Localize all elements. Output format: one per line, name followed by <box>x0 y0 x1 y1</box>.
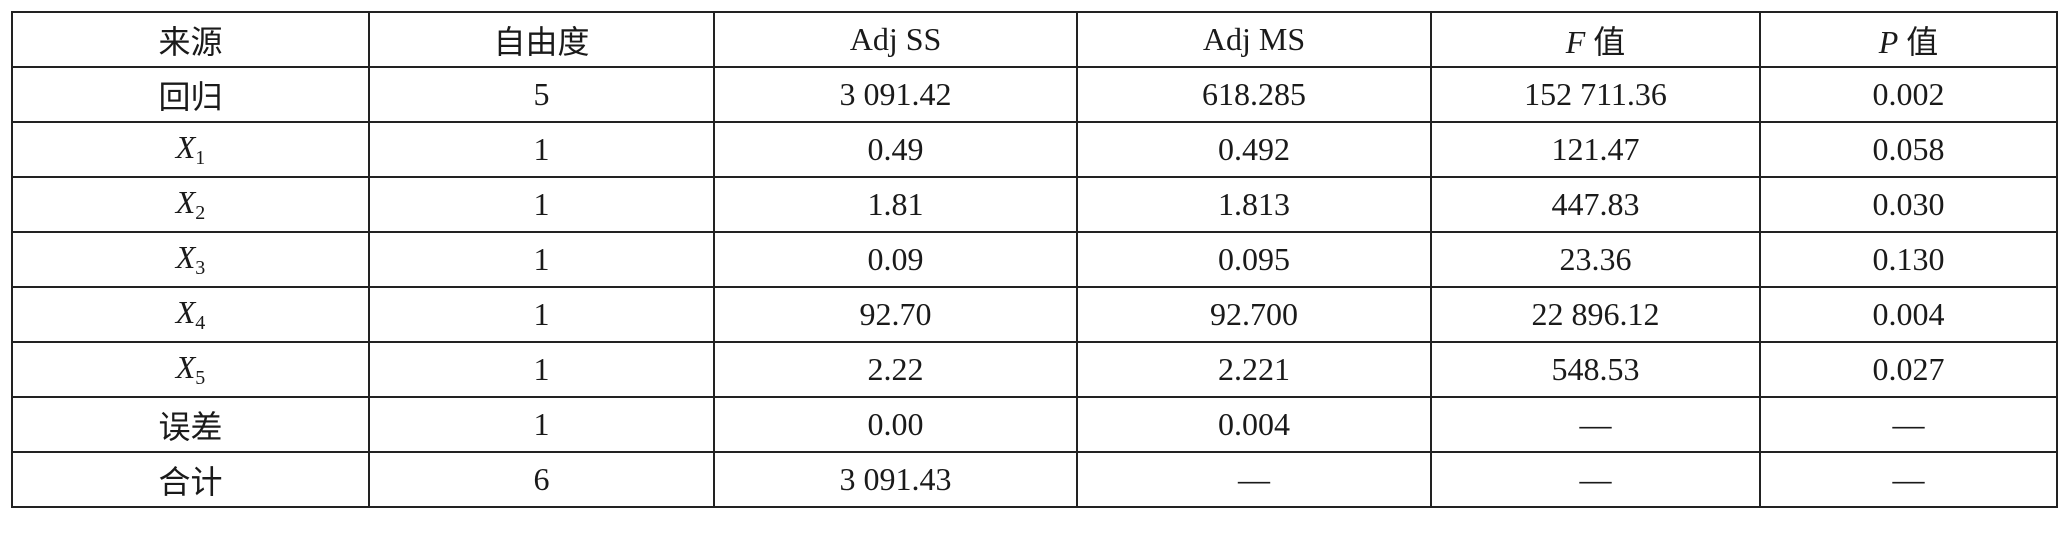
data-cell: 0.002 <box>1759 66 2058 123</box>
data-cell: — <box>1759 451 2058 508</box>
row-label: X1 <box>11 121 370 178</box>
data-cell: 0.09 <box>713 231 1078 288</box>
data-row: 回归 5 3 091.42 618.285 152 711.36 0.002 <box>11 66 2058 123</box>
variable-subscript: 1 <box>195 147 206 169</box>
data-cell: 1 <box>368 176 715 233</box>
data-cell: 1 <box>368 286 715 343</box>
header-cell: Adj SS <box>713 11 1078 68</box>
row-label: X4 <box>11 286 370 343</box>
header-cell: 自由度 <box>368 11 715 68</box>
data-row: X4 1 92.70 92.700 22 896.12 0.004 <box>11 286 2058 343</box>
data-cell: 1.813 <box>1076 176 1432 233</box>
header-cell: P 值 <box>1759 11 2058 68</box>
header-cell: F 值 <box>1430 11 1761 68</box>
data-cell: 447.83 <box>1430 176 1761 233</box>
data-cell: 0.00 <box>713 396 1078 453</box>
data-cell: 0.49 <box>713 121 1078 178</box>
header-text: 值 <box>1906 23 1939 60</box>
row-label: X2 <box>11 176 370 233</box>
data-cell: 618.285 <box>1076 66 1432 123</box>
data-cell: 1 <box>368 396 715 453</box>
row-label: 回归 <box>11 66 370 123</box>
data-cell: 92.700 <box>1076 286 1432 343</box>
data-cell: — <box>1430 396 1761 453</box>
data-cell: 22 896.12 <box>1430 286 1761 343</box>
data-row: 误差 1 0.00 0.004— — <box>11 396 2058 453</box>
italic-symbol: F <box>1565 23 1586 60</box>
data-cell: — <box>1430 451 1761 508</box>
variable: X <box>175 184 196 220</box>
data-cell: 0.095 <box>1076 231 1432 288</box>
data-cell: 1 <box>368 231 715 288</box>
data-cell: 0.004 <box>1759 286 2058 343</box>
data-cell: 3 091.43 <box>713 451 1078 508</box>
variable: X <box>175 129 196 165</box>
row-label: X3 <box>11 231 370 288</box>
variable: X <box>175 294 196 330</box>
data-row: X2 1 1.81 1.813 447.83 0.030 <box>11 176 2058 233</box>
header-text: 值 <box>1593 23 1626 60</box>
data-cell: 2.221 <box>1076 341 1432 398</box>
data-row: X5 1 2.22 2.221 548.53 0.027 <box>11 341 2058 398</box>
row-label: 合计 <box>11 451 370 508</box>
data-cell: 92.70 <box>713 286 1078 343</box>
variable-subscript: 2 <box>195 202 206 224</box>
data-cell: 152 711.36 <box>1430 66 1761 123</box>
data-cell: 23.36 <box>1430 231 1761 288</box>
variable-subscript: 4 <box>195 312 206 334</box>
data-cell: — <box>1759 396 2058 453</box>
data-cell: 0.027 <box>1759 341 2058 398</box>
data-cell: 548.53 <box>1430 341 1761 398</box>
data-cell: 1 <box>368 121 715 178</box>
data-cell: 5 <box>368 66 715 123</box>
italic-symbol: P <box>1878 23 1899 60</box>
data-row: 合计 6 3 091.43— — — <box>11 451 2058 508</box>
data-cell: 0.492 <box>1076 121 1432 178</box>
header-cell: 来源 <box>11 11 370 68</box>
data-cell: 121.47 <box>1430 121 1761 178</box>
data-cell: 0.130 <box>1759 231 2058 288</box>
data-row: X3 1 0.09 0.095 23.36 0.130 <box>11 231 2058 288</box>
data-row: X1 1 0.49 0.492 121.47 0.058 <box>11 121 2058 178</box>
row-label: 误差 <box>11 396 370 453</box>
data-cell: 0.058 <box>1759 121 2058 178</box>
row-label: X5 <box>11 341 370 398</box>
header-cell: Adj MS <box>1076 11 1432 68</box>
data-cell: 2.22 <box>713 341 1078 398</box>
data-cell: — <box>1076 451 1432 508</box>
variable: X <box>175 239 196 275</box>
data-cell: 1.81 <box>713 176 1078 233</box>
variable-subscript: 3 <box>195 257 206 279</box>
variable-subscript: 5 <box>195 367 206 389</box>
variable: X <box>175 349 196 385</box>
data-cell: 6 <box>368 451 715 508</box>
data-cell: 0.004 <box>1076 396 1432 453</box>
data-cell: 3 091.42 <box>713 66 1078 123</box>
data-cell: 1 <box>368 341 715 398</box>
data-cell: 0.030 <box>1759 176 2058 233</box>
